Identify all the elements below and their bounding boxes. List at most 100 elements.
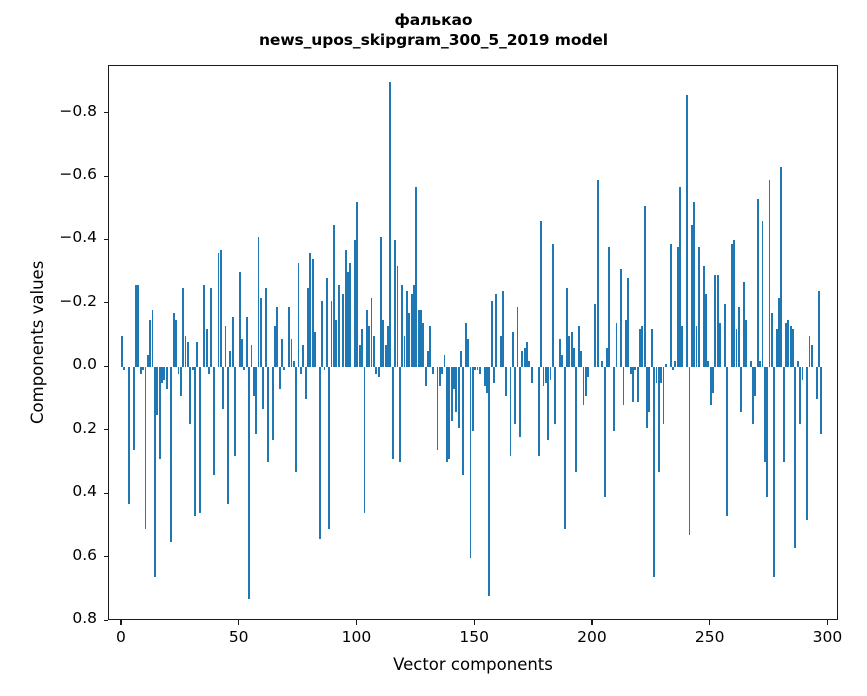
y-tick-label: 0.2 [72,418,97,437]
bar [248,367,251,599]
bar [794,367,797,549]
bar [488,367,491,596]
bar [332,224,335,368]
bar [427,351,429,368]
bar [179,367,182,396]
bar [620,268,623,368]
y-axis-label: Components values [28,260,47,424]
bar [186,341,189,368]
bar [504,367,507,396]
bar [391,367,394,460]
bar [730,243,733,368]
bar [561,354,564,368]
bar [756,199,759,368]
x-tick-mark [473,620,475,625]
bar [194,367,196,517]
y-tick-mark [103,302,108,304]
bar [283,367,286,371]
bar [288,307,291,368]
bar [495,294,498,368]
bar [676,246,679,368]
bar [624,319,627,368]
bar [603,367,606,498]
bar [669,243,672,368]
bar [462,367,465,476]
bar [219,249,222,368]
bar [664,364,667,368]
bar [142,367,145,371]
bar [646,367,648,428]
bar [264,288,267,368]
bar [606,348,608,368]
bar [483,367,486,387]
bar [224,326,227,368]
bar [438,367,441,387]
bar [295,367,298,472]
bar [573,348,575,368]
bar [709,367,712,406]
bar [622,367,625,406]
bar [714,275,717,368]
bar [749,360,752,368]
bar [695,326,698,368]
bar [686,94,689,368]
bar [672,367,674,371]
bar [156,367,159,415]
y-tick-mark [103,492,108,494]
bar [121,335,123,368]
bar [511,332,514,368]
bar [639,329,641,368]
bar [394,240,397,368]
bar [702,265,705,368]
bar [349,262,352,368]
y-tick-mark [103,112,108,114]
bar [222,367,225,409]
bar [226,367,229,504]
bar [372,335,375,368]
bar [526,341,528,368]
bar [754,367,757,396]
bar [740,367,743,412]
bar [697,246,700,368]
y-tick-label: −0.8 [59,101,97,120]
bar [493,367,495,384]
bar [380,237,382,368]
bar [205,329,208,368]
bar [241,338,243,368]
bar [318,367,321,539]
bar [203,284,206,368]
bar [132,367,135,450]
y-tick-label: −0.6 [59,165,97,183]
bar [632,367,634,403]
bar [770,313,773,368]
bar [476,367,479,371]
bar [453,367,455,390]
bar [182,288,185,368]
bar [542,367,545,387]
bar [170,367,173,542]
bar [137,284,140,368]
bar [601,360,604,368]
bar [474,367,477,371]
y-tick-mark [103,429,108,431]
bar [773,367,776,577]
bar [149,319,152,368]
bar [177,367,180,374]
bar [650,329,653,368]
bar [309,253,312,368]
bar [580,351,583,368]
bar [276,307,279,368]
bar [165,367,168,390]
bar [398,367,401,463]
bar [627,278,630,368]
bar [342,294,345,368]
bar [377,367,380,377]
x-axis-label: Vector components [393,655,553,674]
bar [752,367,754,425]
bar [766,367,769,498]
bar [643,205,646,368]
bar [146,354,149,368]
bar [457,367,460,428]
bar [712,367,714,393]
bar [587,367,590,377]
